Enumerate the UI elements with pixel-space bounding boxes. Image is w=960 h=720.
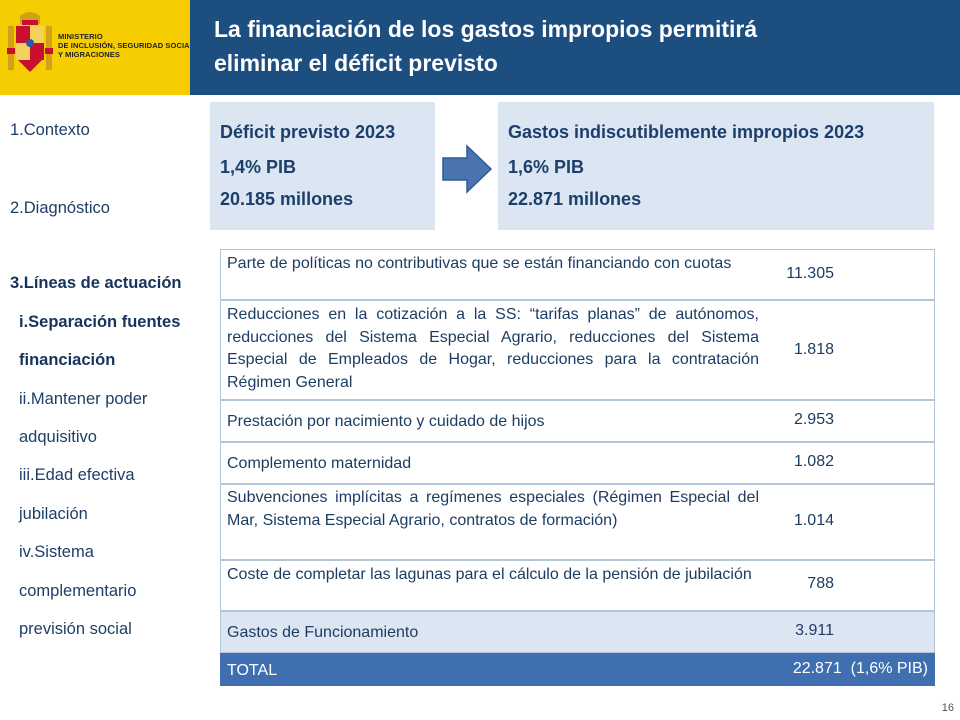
table-row: Parte de políticas no contributivas que … (220, 249, 935, 300)
nav-item-diagnostico[interactable]: 2.Diagnóstico (10, 199, 110, 217)
ministry-name: MINISTERIO DE INCLUSIÓN, SEGURIDAD SOCIA… (58, 32, 194, 59)
title-bar: La financiación de los gastos impropios … (190, 0, 960, 95)
table-row-value: 11.305 (786, 265, 834, 282)
deficit-amount: 20.185 millones (220, 189, 354, 209)
table-row-desc: Gastos de Funcionamiento (227, 624, 419, 641)
gastos-amount: 22.871 millones (508, 189, 642, 209)
slide-title-line-2: eliminar el déficit previsto (214, 50, 498, 76)
table-row-desc: Coste de completar las lagunas para el c… (227, 566, 752, 583)
deficit-box: Déficit previsto 2023 1,4% PIB 20.185 mi… (210, 102, 435, 230)
table-row-value: 1.082 (793, 453, 834, 470)
gastos-table: Parte de políticas no contributivas que … (220, 249, 935, 686)
nav-subitem-sistema[interactable]: iv.Sistema (19, 543, 94, 561)
table-row: Complemento maternidad 1.082 (220, 442, 935, 484)
nav-item-lineas-actuacion[interactable]: 3.Líneas de actuación (10, 274, 182, 292)
slide-title-line-1: La financiación de los gastos impropios … (214, 16, 758, 42)
table-row-value: 1.014 (793, 512, 834, 529)
ministry-line-3: Y MIGRACIONES (58, 50, 121, 59)
table-row: Reducciones en la cotización a la SS: “t… (220, 300, 935, 400)
nav-subitem-separacion-cont[interactable]: financiación (19, 351, 116, 369)
table-row-desc: Reducciones en la cotización a la SS: “t… (227, 306, 759, 391)
nav-subitem-prevision-social[interactable]: previsión social (19, 620, 132, 638)
nav-subitem-separacion[interactable]: i.Separación fuentes (19, 313, 181, 331)
page-number: 16 (941, 702, 954, 714)
nav-subitem-edad-efectiva-cont[interactable]: jubilación (19, 505, 88, 523)
table-total-value: 22.871 (1,6% PIB) (792, 660, 928, 677)
deficit-title: Déficit previsto 2023 (220, 122, 396, 142)
table-row: Coste de completar las lagunas para el c… (220, 560, 935, 611)
table-row-value: 788 (807, 575, 834, 592)
nav-subitem-poder-adquisitivo[interactable]: ii.Mantener poder (19, 390, 148, 408)
table-row: Prestación por nacimiento y cuidado de h… (220, 400, 935, 442)
ministry-logo-block: MINISTERIO DE INCLUSIÓN, SEGURIDAD SOCIA… (0, 0, 194, 95)
table-row-value: 2.953 (793, 411, 834, 428)
table-row-desc: Prestación por nacimiento y cuidado de h… (227, 413, 545, 430)
nav-subitem-poder-adquisitivo-cont[interactable]: adquisitivo (19, 428, 97, 446)
table-row: Gastos de Funcionamiento 3.911 (220, 611, 935, 653)
slide-title: La financiación de los gastos impropios … (214, 12, 934, 80)
table-row-value: 3.911 (795, 622, 834, 639)
nav-item-contexto[interactable]: 1.Contexto (10, 121, 90, 139)
table-row-desc: Parte de políticas no contributivas que … (227, 255, 732, 272)
table-row: Subvenciones implícitas a regímenes espe… (220, 484, 935, 560)
ministry-line-2: DE INCLUSIÓN, SEGURIDAD SOCIAL (58, 41, 195, 50)
gastos-title: Gastos indiscutiblemente impropios 2023 (508, 122, 865, 142)
coat-of-arms-icon (7, 12, 53, 72)
ministry-line-1: MINISTERIO (58, 32, 103, 41)
nav-subitem-edad-efectiva[interactable]: iii.Edad efectiva (19, 466, 135, 484)
table-row-desc: Complemento maternidad (227, 455, 412, 472)
table-total-row: TOTAL 22.871 (1,6% PIB) (220, 653, 935, 686)
table-row-value: 1.818 (793, 341, 834, 358)
deficit-pct: 1,4% PIB (220, 157, 297, 177)
table-total-label: TOTAL (227, 662, 278, 679)
right-arrow-icon (442, 144, 493, 194)
gastos-pct: 1,6% PIB (508, 157, 585, 177)
gastos-impropios-box: Gastos indiscutiblemente impropios 2023 … (498, 102, 934, 230)
nav-subitem-sistema-cont[interactable]: complementario (19, 582, 137, 600)
table-row-desc: Subvenciones implícitas a regímenes espe… (227, 489, 759, 529)
